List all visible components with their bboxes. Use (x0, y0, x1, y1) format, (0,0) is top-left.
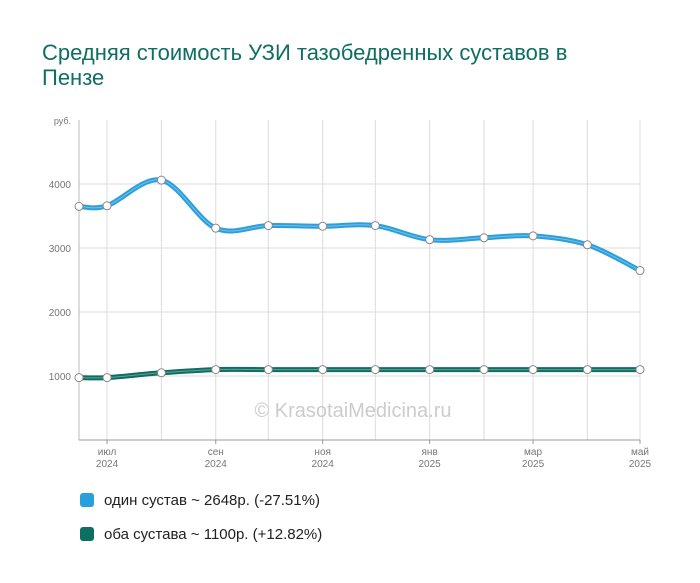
data-point (156, 368, 166, 378)
y-unit-label: руб. (54, 116, 71, 126)
watermark: © KrasotaiMedicina.ru (254, 400, 451, 422)
data-point (102, 373, 112, 383)
legend-label-both-joints: оба сустава ~ 1100р. (+12.82%) (104, 525, 323, 543)
data-point (582, 365, 592, 375)
x-tick-label-month: май (631, 447, 649, 458)
x-tick-label-year: 2025 (419, 459, 442, 470)
series-points (74, 175, 645, 383)
data-point (74, 373, 84, 383)
data-point (263, 365, 273, 375)
y-tick-label: 2000 (49, 308, 72, 319)
data-point (425, 365, 435, 375)
data-point (318, 365, 328, 375)
x-tick-label-month: сен (208, 447, 224, 458)
data-point (479, 233, 489, 243)
data-point (635, 365, 645, 375)
data-point (263, 221, 273, 231)
data-point (156, 175, 166, 185)
legend-swatch-both-joints (80, 527, 94, 541)
x-tick-label-month: ноя (314, 447, 331, 458)
legend: один сустав ~ 2648р. (-27.51%) оба суста… (80, 488, 322, 546)
data-point (582, 240, 592, 250)
data-point (479, 365, 489, 375)
x-tick-label-month: июл (98, 447, 117, 458)
x-tick-label-year: 2024 (205, 459, 228, 470)
legend-swatch-one-joint (80, 493, 94, 507)
legend-item-both-joints[interactable]: оба сустава ~ 1100р. (+12.82%) (80, 522, 322, 546)
series-line-highlight (78, 179, 641, 271)
data-point (370, 221, 380, 231)
legend-item-one-joint[interactable]: один сустав ~ 2648р. (-27.51%) (80, 488, 322, 512)
data-point (528, 231, 538, 241)
x-tick-label-year: 2024 (96, 459, 119, 470)
y-axis-ticks: 1000 2000 3000 4000 (49, 180, 72, 383)
data-point (318, 221, 328, 231)
x-tick-label-year: 2024 (312, 459, 335, 470)
legend-label-one-joint: один сустав ~ 2648р. (-27.51%) (104, 491, 320, 509)
data-point (211, 223, 221, 233)
data-point (211, 365, 221, 375)
x-tick-label-month: мар (524, 447, 542, 458)
y-tick-label: 1000 (49, 372, 72, 383)
x-tick-label-month: янв (422, 447, 438, 458)
x-tick-label-year: 2025 (629, 459, 652, 470)
data-point (425, 235, 435, 245)
data-point (528, 365, 538, 375)
data-point (370, 365, 380, 375)
data-point (74, 201, 84, 211)
series-lines (76, 177, 643, 381)
chart-title: Средняя стоимость УЗИ тазобедренных суст… (42, 40, 568, 90)
y-tick-label: 3000 (49, 244, 72, 255)
x-tick-label-year: 2025 (522, 459, 545, 470)
data-point (102, 201, 112, 211)
y-tick-label: 4000 (49, 180, 72, 191)
data-point (635, 266, 645, 276)
x-axis-ticks: июл2024сен2024ноя2024янв2025мар2025май20… (96, 440, 652, 470)
chart-grid (78, 120, 641, 441)
